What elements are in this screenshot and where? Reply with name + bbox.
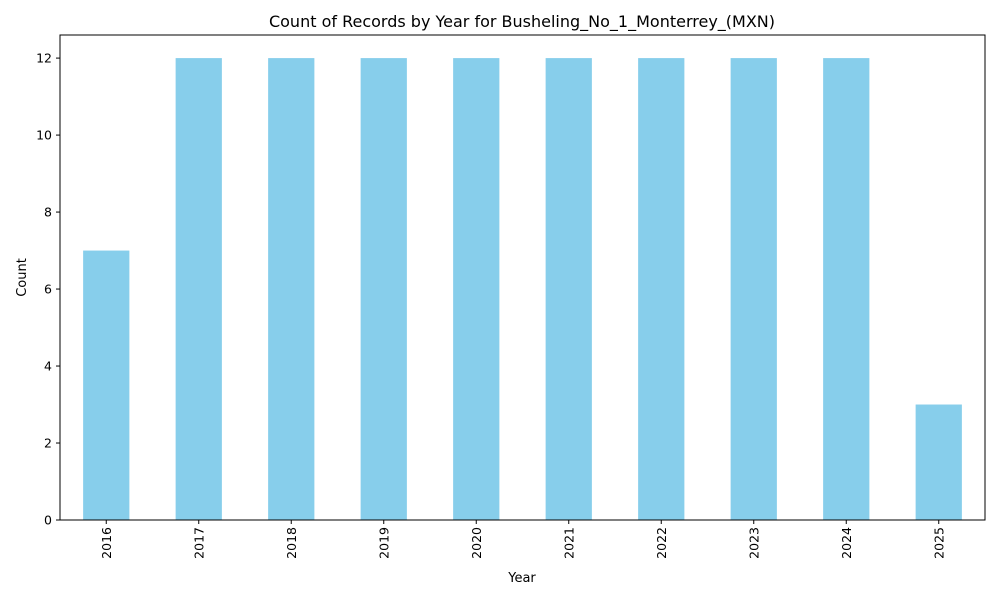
- x-tick-label-2019: 2019: [376, 527, 391, 559]
- y-tick-label-8: 8: [44, 205, 52, 220]
- x-tick-label-2021: 2021: [561, 527, 576, 559]
- x-tick-label-2017: 2017: [191, 527, 206, 559]
- x-tick-label-2022: 2022: [654, 527, 669, 559]
- x-axis-label: Year: [507, 571, 536, 586]
- bar-2018: [268, 58, 315, 520]
- y-tick-label-10: 10: [36, 128, 52, 143]
- bars-group: [83, 58, 962, 520]
- y-tick-label-0: 0: [44, 513, 52, 528]
- bar-2024: [823, 58, 870, 520]
- y-tick-label-12: 12: [36, 51, 52, 66]
- x-axis-ticks: 2016 2017 2018 2019 2020 2021 2022 2023 2024 2025: [99, 520, 946, 559]
- x-tick-label-2018: 2018: [284, 527, 299, 559]
- bar-2019: [360, 58, 407, 520]
- bar-2016: [83, 250, 130, 520]
- y-tick-label-2: 2: [44, 436, 52, 451]
- x-tick-label-2024: 2024: [839, 527, 854, 559]
- x-tick-label-2025: 2025: [931, 527, 946, 559]
- bar-2020: [453, 58, 500, 520]
- x-tick-label-2023: 2023: [746, 527, 761, 559]
- bar-2021: [545, 58, 592, 520]
- y-axis-label: Count: [15, 258, 30, 297]
- x-tick-label-2020: 2020: [469, 527, 484, 559]
- bar-2022: [638, 58, 685, 520]
- bar-2023: [730, 58, 777, 520]
- plot-frame: [59, 34, 986, 521]
- y-axis-ticks: 0 2 4 6 8 10 12: [36, 51, 60, 528]
- chart-title: Count of Records by Year for Busheling_N…: [269, 12, 775, 32]
- y-tick-label-4: 4: [44, 359, 52, 374]
- y-tick-label-6: 6: [44, 282, 52, 297]
- x-tick-label-2016: 2016: [99, 527, 114, 559]
- bar-2017: [175, 58, 222, 520]
- bar-2025: [915, 404, 962, 520]
